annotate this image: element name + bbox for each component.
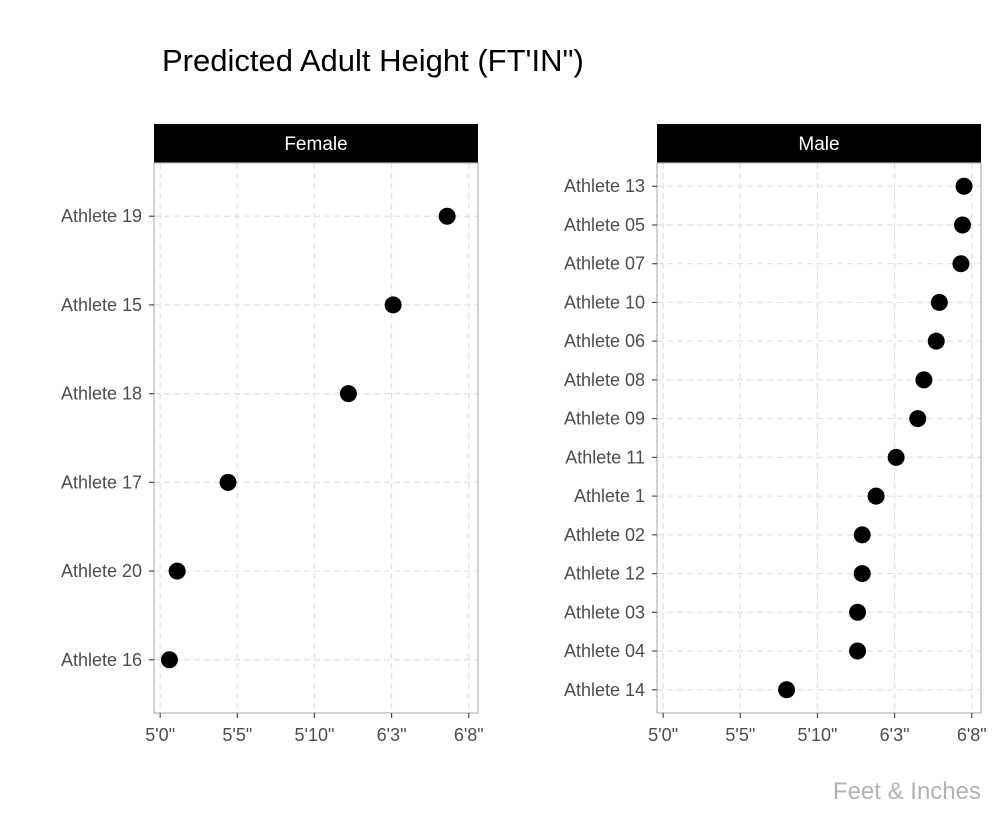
data-point [849,603,867,621]
data-point [953,216,971,234]
data-point [915,371,933,389]
y-tick-label: Athlete 13 [564,176,645,196]
y-tick-label: Athlete 18 [61,384,142,404]
data-point [927,332,945,350]
chart-title: Predicted Adult Height (FT'IN") [162,43,584,78]
data-point [909,410,927,428]
data-point [778,681,796,699]
y-tick-label: Athlete 19 [61,206,142,226]
data-point [853,565,871,583]
y-tick-label: Athlete 20 [61,561,142,581]
x-tick-label: 5'5" [725,725,755,745]
data-point [952,255,970,273]
data-point [160,651,178,669]
y-tick-label: Athlete 14 [564,680,645,700]
facet-strip [657,124,981,163]
y-tick-label: Athlete 15 [61,295,142,315]
data-point [955,177,973,195]
x-tick-label: 5'0" [648,725,678,745]
data-point [384,296,402,314]
x-tick-label: 5'10" [295,725,335,745]
y-tick-label: Athlete 10 [564,292,645,312]
y-tick-label: Athlete 1 [574,486,645,506]
y-tick-label: Athlete 09 [564,409,645,429]
y-tick-label: Athlete 12 [564,564,645,584]
panel-border [153,162,479,714]
data-point [219,473,237,491]
facet-female: Female 5'0" 5'5" 5'10" 6'3" 6'8" Athlete 19 Ath… [61,124,484,745]
facet-strip-label: Male [798,134,839,155]
x-tick-label: 5'5" [222,725,252,745]
y-tick-label: Athlete 11 [565,447,645,467]
y-tick-label: Athlete 05 [564,215,645,235]
data-point [887,448,905,466]
data-point [930,293,948,311]
x-tick-label: 5'10" [798,725,838,745]
x-tick-label: 5'0" [145,725,175,745]
x-tick-label: 6'8" [454,725,484,745]
x-tick-label: 6'3" [880,725,910,745]
data-point [853,526,871,544]
facet-strip-label: Female [284,134,347,155]
y-tick-label: Athlete 07 [564,254,645,274]
data-point [849,642,867,660]
facet-male: Male 5'0" 5'5" 5'10" 6'3" 6'8" Athlete 13 Athle… [564,124,987,745]
y-tick-label: Athlete 02 [564,525,645,545]
chart-caption: Feet & Inches [833,778,981,805]
panels: Female 5'0" 5'5" 5'10" 6'3" 6'8" Athlete 19 Ath… [61,124,987,745]
panel-border [656,162,982,714]
x-tick-label: 6'8" [957,725,987,745]
facet-strip [154,124,478,163]
y-tick-label: Athlete 04 [564,641,645,661]
y-tick-label: Athlete 16 [61,650,142,670]
x-tick-label: 6'3" [377,725,407,745]
y-tick-label: Athlete 06 [564,331,645,351]
data-point [438,207,456,225]
data-point [867,487,885,505]
y-tick-label: Athlete 08 [564,370,645,390]
y-tick-label: Athlete 17 [61,472,142,492]
data-point [339,385,357,403]
y-tick-label: Athlete 03 [564,602,645,622]
data-point [168,562,186,580]
